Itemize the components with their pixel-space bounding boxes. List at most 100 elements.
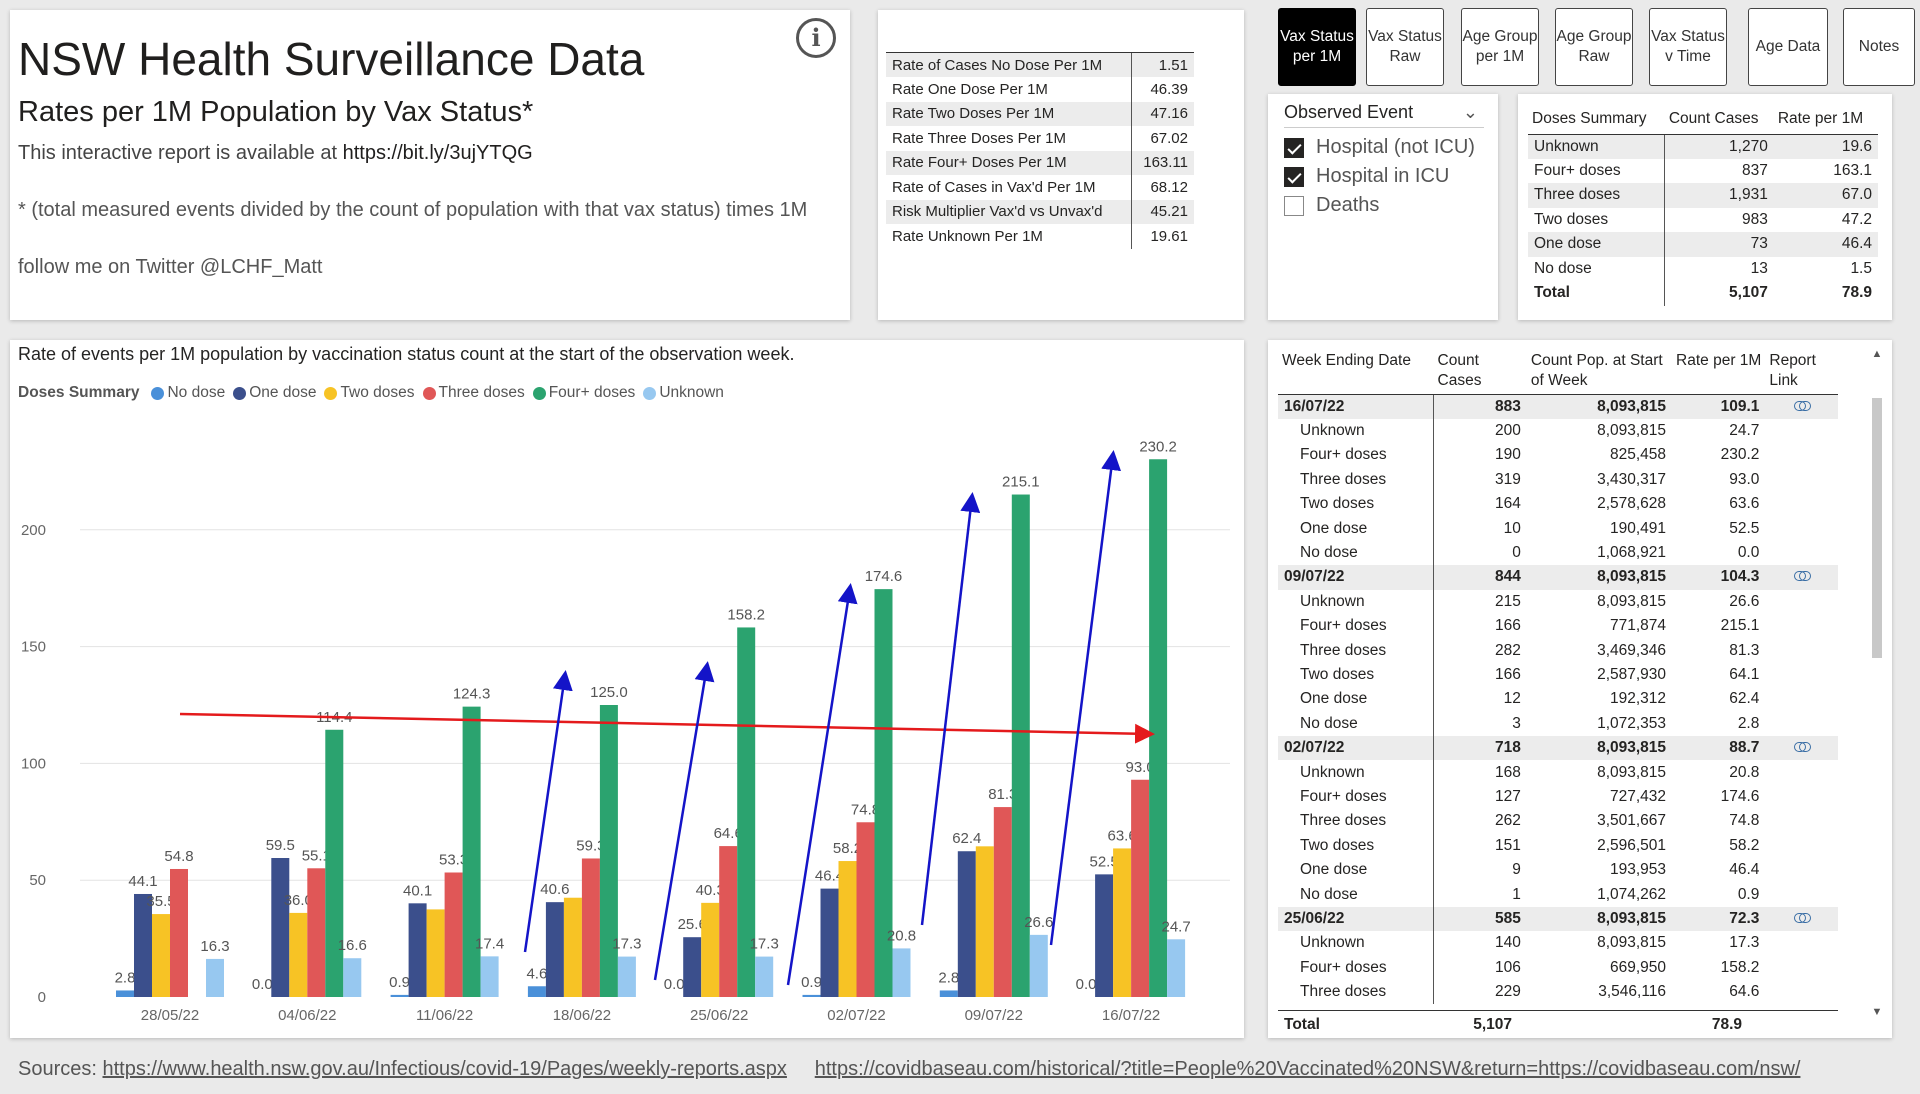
bar[interactable] bbox=[1149, 459, 1168, 997]
checkbox[interactable] bbox=[1284, 195, 1304, 216]
legend-item[interactable]: One dose bbox=[233, 384, 316, 402]
filter-option[interactable]: Hospital (not ICU) bbox=[1284, 136, 1475, 159]
dose-row[interactable]: Four+ doses 127 727,432 174.6 bbox=[1278, 784, 1838, 810]
bar[interactable] bbox=[1095, 874, 1114, 997]
link-icon[interactable] bbox=[1793, 571, 1811, 582]
legend-item[interactable]: Four+ doses bbox=[532, 384, 635, 402]
weekly-header[interactable]: Rate per 1M bbox=[1672, 348, 1766, 395]
dose-row[interactable]: No dose 3 1,072,353 2.8 bbox=[1278, 711, 1838, 736]
dose-row[interactable]: Four+ doses 166 771,874 215.1 bbox=[1278, 614, 1838, 639]
bar[interactable] bbox=[545, 902, 564, 997]
dose-row[interactable]: Unknown 168 8,093,815 20.8 bbox=[1278, 760, 1838, 785]
link-icon[interactable] bbox=[1793, 400, 1811, 411]
bar[interactable] bbox=[856, 822, 875, 997]
bar[interactable] bbox=[134, 893, 152, 997]
nav-button-2[interactable]: Vax Status Raw bbox=[1366, 8, 1444, 86]
bar[interactable] bbox=[1131, 779, 1150, 997]
bar[interactable] bbox=[343, 958, 362, 997]
bar[interactable] bbox=[116, 990, 134, 997]
bar[interactable] bbox=[939, 990, 958, 997]
dose-row[interactable]: Unknown 215 8,093,815 26.6 bbox=[1278, 589, 1838, 615]
bar[interactable] bbox=[444, 872, 463, 997]
scroll-up-icon[interactable]: ▲ bbox=[1871, 348, 1883, 360]
legend-item[interactable]: Two doses bbox=[324, 384, 415, 402]
summary-row[interactable]: Three doses 1,931 67.0 bbox=[1528, 183, 1878, 208]
dose-row[interactable]: Four+ doses 190 825,458 230.2 bbox=[1278, 443, 1838, 468]
bar[interactable] bbox=[892, 948, 911, 997]
weekly-header[interactable]: Week Ending Date bbox=[1278, 348, 1434, 395]
dose-row[interactable]: Two doses 164 2,578,628 63.6 bbox=[1278, 492, 1838, 517]
summary-row[interactable]: No dose 13 1.5 bbox=[1528, 256, 1878, 281]
summary-row[interactable]: One dose 73 46.4 bbox=[1528, 232, 1878, 257]
dose-row[interactable]: Unknown 140 8,093,815 17.3 bbox=[1278, 931, 1838, 956]
dose-row[interactable]: Three doses 319 3,430,317 93.0 bbox=[1278, 467, 1838, 493]
report-link-cell[interactable] bbox=[1765, 394, 1838, 419]
bar[interactable] bbox=[838, 861, 857, 997]
source-link-covidbaseau[interactable]: https://covidbaseau.com/historical/?titl… bbox=[814, 1058, 1801, 1080]
report-link[interactable]: https://bit.ly/3ujYTQG bbox=[342, 142, 533, 164]
summary-header[interactable]: Count Cases bbox=[1664, 104, 1774, 135]
chevron-down-icon[interactable]: ⌄ bbox=[1462, 102, 1478, 122]
link-icon[interactable] bbox=[1793, 742, 1811, 753]
dose-row[interactable]: No dose 0 1,068,921 0.0 bbox=[1278, 540, 1838, 566]
dose-row[interactable]: Four+ doses 106 669,950 158.2 bbox=[1278, 955, 1838, 980]
summary-header[interactable]: Rate per 1M bbox=[1773, 104, 1878, 135]
bar[interactable] bbox=[683, 937, 702, 997]
source-link-health-nsw[interactable]: https://www.health.nsw.gov.au/Infectious… bbox=[102, 1058, 787, 1080]
dose-row[interactable]: Two doses 166 2,587,930 64.1 bbox=[1278, 662, 1838, 688]
bar[interactable] bbox=[426, 909, 445, 997]
dose-row[interactable]: Three doses 262 3,501,667 74.8 bbox=[1278, 809, 1838, 834]
filter-option[interactable]: Hospital in ICU bbox=[1284, 165, 1449, 188]
report-link-cell[interactable] bbox=[1765, 565, 1838, 590]
weekly-header[interactable]: Report Link bbox=[1765, 348, 1838, 395]
summary-row[interactable]: Two doses 983 47.2 bbox=[1528, 207, 1878, 232]
bar[interactable] bbox=[170, 868, 188, 997]
dose-row[interactable]: One dose 12 192,312 62.4 bbox=[1278, 687, 1838, 712]
bar[interactable] bbox=[1029, 934, 1048, 997]
week-row[interactable]: 02/07/22 718 8,093,815 88.7 bbox=[1278, 735, 1838, 761]
report-link-cell[interactable] bbox=[1765, 735, 1838, 761]
bar[interactable] bbox=[1167, 939, 1186, 997]
link-icon[interactable] bbox=[1793, 912, 1811, 923]
scrollbar[interactable]: ▲ ▼ bbox=[1870, 348, 1884, 1018]
bar[interactable] bbox=[480, 956, 499, 997]
checkbox[interactable] bbox=[1284, 166, 1304, 187]
bar[interactable] bbox=[307, 868, 326, 997]
bar[interactable] bbox=[563, 897, 582, 997]
week-row[interactable]: 25/06/22 585 8,093,815 72.3 bbox=[1278, 906, 1838, 932]
bar[interactable] bbox=[701, 902, 720, 997]
bar[interactable] bbox=[325, 729, 344, 997]
legend-item[interactable]: Three doses bbox=[422, 384, 525, 402]
bar[interactable] bbox=[957, 851, 976, 997]
dose-row[interactable]: Three doses 229 3,546,116 64.6 bbox=[1278, 979, 1838, 1005]
summary-header[interactable]: Doses Summary bbox=[1528, 104, 1665, 135]
bar[interactable] bbox=[599, 705, 618, 997]
legend-item[interactable]: Unknown bbox=[643, 384, 724, 402]
nav-button-1[interactable]: Vax Status per 1M bbox=[1278, 8, 1356, 86]
summary-row[interactable]: Unknown 1,270 19.6 bbox=[1528, 134, 1878, 159]
bar[interactable] bbox=[755, 956, 774, 997]
bar[interactable] bbox=[462, 706, 481, 997]
dose-row[interactable]: One dose 9 193,953 46.4 bbox=[1278, 857, 1838, 883]
bar[interactable] bbox=[737, 627, 756, 997]
info-icon[interactable]: i bbox=[796, 18, 836, 58]
bar[interactable] bbox=[1113, 848, 1132, 997]
bar[interactable] bbox=[527, 986, 546, 997]
filter-option[interactable]: Deaths bbox=[1284, 194, 1379, 217]
week-row[interactable]: 16/07/22 883 8,093,815 109.1 bbox=[1278, 394, 1838, 419]
bar[interactable] bbox=[993, 807, 1012, 997]
nav-button-7[interactable]: Notes bbox=[1843, 8, 1915, 86]
dose-row[interactable]: Three doses 282 3,469,346 81.3 bbox=[1278, 638, 1838, 663]
checkbox[interactable] bbox=[1284, 137, 1304, 158]
bar[interactable] bbox=[820, 888, 839, 997]
dose-row[interactable]: One dose 10 190,491 52.5 bbox=[1278, 516, 1838, 541]
summary-row[interactable]: Four+ doses 837 163.1 bbox=[1528, 158, 1878, 183]
filter-header[interactable]: Observed Event ⌄ bbox=[1284, 102, 1484, 128]
weekly-header[interactable]: Count Pop. at Start of Week bbox=[1526, 348, 1673, 395]
report-link-cell[interactable] bbox=[1765, 906, 1838, 932]
legend-item[interactable]: No dose bbox=[151, 384, 225, 402]
nav-button-5[interactable]: Vax Status v Time bbox=[1649, 8, 1727, 86]
nav-button-3[interactable]: Age Group per 1M bbox=[1461, 8, 1539, 86]
dose-row[interactable]: Unknown 200 8,093,815 24.7 bbox=[1278, 418, 1838, 444]
dose-row[interactable]: Two doses 151 2,596,501 58.2 bbox=[1278, 833, 1838, 858]
